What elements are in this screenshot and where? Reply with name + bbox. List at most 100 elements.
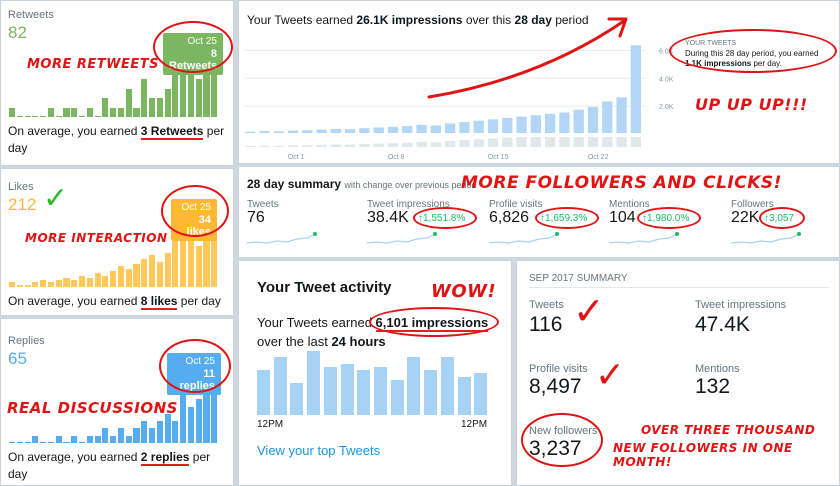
impressions-bar bbox=[245, 131, 256, 133]
summary-stat-value: 38.4K bbox=[367, 209, 409, 226]
likes-bar bbox=[180, 209, 187, 287]
month-mentions-value: 132 bbox=[695, 375, 731, 398]
activity-xlabel-right: 12PM bbox=[461, 419, 488, 430]
likes-bar bbox=[211, 227, 218, 287]
likes-bar bbox=[63, 277, 70, 287]
activity-bar-chart bbox=[257, 351, 491, 415]
retweets-card: Retweets 82 Oct 25 8 Retweets MORE RETWE… bbox=[0, 0, 234, 166]
summary-sparkline bbox=[488, 232, 559, 244]
replies-bar bbox=[79, 442, 86, 443]
x-tick-label: Oct 8 bbox=[388, 154, 405, 161]
engagement-bar bbox=[559, 137, 570, 147]
engagement-bar bbox=[459, 140, 470, 147]
replies-bar bbox=[94, 435, 101, 443]
activity-bar bbox=[407, 357, 421, 415]
replies-bar bbox=[102, 428, 109, 443]
replies-bar bbox=[63, 442, 70, 443]
likes-label: Likes bbox=[8, 181, 34, 193]
likes-bar bbox=[117, 266, 124, 287]
likes-average-value: 8 likes bbox=[140, 294, 178, 310]
retweets-bar bbox=[149, 98, 156, 117]
x-tick-label: Oct 15 bbox=[488, 154, 509, 161]
replies-bar bbox=[141, 421, 148, 443]
tweets-checkmark: ✓ bbox=[573, 289, 605, 333]
replies-bar bbox=[211, 384, 218, 443]
replies-total: 65 bbox=[8, 349, 27, 368]
month-impressions-label: Tweet impressions bbox=[695, 299, 787, 311]
replies-bar bbox=[149, 428, 156, 443]
x-tick-label: Oct 22 bbox=[588, 154, 609, 161]
retweets-label: Retweets bbox=[8, 9, 54, 21]
summary-stat-value: 104 bbox=[609, 209, 636, 226]
likes-bar bbox=[164, 252, 171, 287]
replies-bar bbox=[156, 421, 163, 443]
summary-change-circle-annotation bbox=[637, 207, 701, 229]
likes-bar bbox=[110, 270, 117, 287]
likes-handwritten-note: MORE INTERACTION bbox=[25, 231, 168, 245]
replies-bar bbox=[16, 442, 23, 443]
engagement-bar bbox=[430, 142, 441, 147]
replies-card: Replies 65 Oct 25 11 replies REAL DISCUS… bbox=[0, 318, 234, 486]
retweets-bar bbox=[195, 79, 202, 117]
activity-title: Your Tweet activity bbox=[257, 279, 392, 296]
activity-bar bbox=[257, 370, 271, 415]
likes-bar bbox=[203, 231, 210, 287]
headline-period: 28 day bbox=[514, 13, 552, 27]
summary-sparkline bbox=[366, 232, 437, 244]
engagement-bar bbox=[630, 137, 641, 147]
likes-bar bbox=[187, 236, 194, 287]
engagement-bar bbox=[487, 138, 499, 147]
likes-bar bbox=[71, 280, 78, 287]
likes-bar-chart bbox=[9, 209, 219, 287]
retweets-bar bbox=[125, 88, 132, 117]
summary-stat-label: Mentions bbox=[609, 199, 650, 210]
summary-change-circle-annotation bbox=[759, 207, 805, 229]
activity-bar bbox=[307, 351, 321, 415]
impressions-bar-chart: 2.0K 4.0K 6.0K Oct 1 Oct 8 Oct 15 Oct 22 bbox=[245, 45, 674, 161]
replies-bar bbox=[117, 428, 124, 443]
likes-bar bbox=[149, 254, 156, 287]
retweets-bar bbox=[133, 107, 140, 117]
view-top-tweets-link[interactable]: View your top Tweets bbox=[257, 443, 381, 458]
replies-average-value: 2 replies bbox=[140, 450, 190, 466]
summary-sparkline bbox=[246, 232, 317, 244]
engagement-bar bbox=[259, 145, 270, 147]
impressions-bar bbox=[402, 126, 413, 133]
activity-xlabel-left: 12PM bbox=[257, 419, 284, 430]
activity-bar bbox=[424, 370, 438, 415]
impressions-bar bbox=[487, 119, 499, 133]
likes-bar bbox=[125, 268, 132, 287]
engagement-bar bbox=[445, 141, 456, 147]
replies-bar bbox=[195, 399, 202, 443]
impressions-bar bbox=[259, 130, 270, 133]
activity-bar bbox=[474, 373, 488, 415]
retweets-total: 82 bbox=[8, 23, 27, 42]
replies-bar bbox=[32, 435, 39, 443]
activity-bar bbox=[290, 383, 304, 415]
retweets-bar bbox=[203, 60, 210, 117]
impressions-bar bbox=[445, 123, 456, 133]
retweets-bar bbox=[102, 98, 109, 117]
retweets-circle-annotation bbox=[153, 21, 233, 73]
summary-stat-label: Tweet impressions bbox=[367, 199, 450, 210]
likes-bar bbox=[172, 241, 179, 287]
impressions-panel: Your Tweets earned 26.1K impressions ove… bbox=[238, 0, 840, 164]
engagement-bar bbox=[373, 143, 384, 147]
month-summary-panel: SEP 2017 SUMMARY Tweets 116 Tweet impres… bbox=[516, 260, 840, 486]
summary-panel: 28 day summary with change over previous… bbox=[238, 166, 840, 258]
engagement-bar bbox=[530, 137, 541, 147]
retweets-average: On average, you earned 3 Retweets per da… bbox=[8, 123, 228, 157]
headline-prefix: Your Tweets earned bbox=[247, 13, 357, 27]
retweets-bar bbox=[47, 107, 54, 117]
summary-heading: 28 day summary with change over previous… bbox=[247, 177, 476, 191]
impressions-bar bbox=[330, 128, 341, 133]
retweets-average-suffix: per day bbox=[8, 124, 225, 155]
summary-change-circle-annotation bbox=[413, 207, 477, 229]
impressions-bar bbox=[287, 130, 299, 133]
likes-bar bbox=[86, 277, 93, 287]
replies-circle-annotation bbox=[159, 339, 231, 393]
replies-bar bbox=[9, 442, 16, 443]
retweets-bar bbox=[141, 79, 148, 117]
impressions-bar bbox=[573, 109, 584, 133]
impressions-bar bbox=[516, 116, 527, 133]
